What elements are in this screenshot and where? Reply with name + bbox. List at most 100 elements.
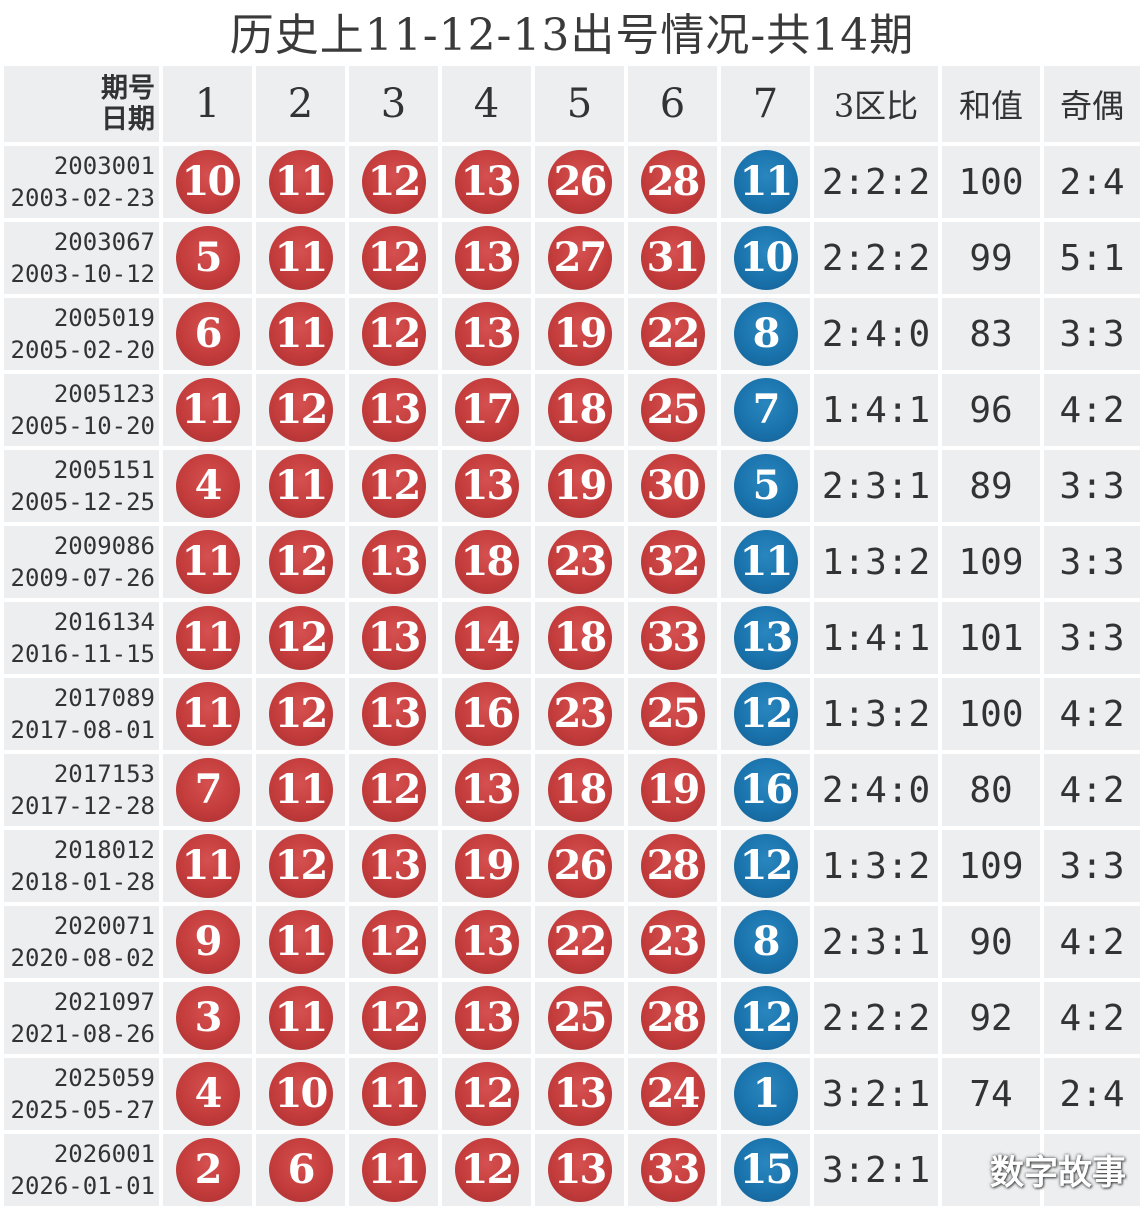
period-number: 2003067 — [53, 228, 155, 256]
sum-cell: 109 — [942, 830, 1040, 902]
zone-ratio-cell: 1:4:1 — [814, 602, 938, 674]
red-ball: 16 — [454, 682, 519, 746]
period-date-header: 期号 日期 — [4, 66, 159, 142]
ball-cell: 30 — [628, 450, 717, 522]
position-header-4: 4 — [442, 66, 531, 142]
table-row: 2003067 2003-10-12 5 11 12 13 27 31 10 2:2:2 99 5:1 — [4, 222, 1140, 294]
red-ball: 13 — [547, 1062, 612, 1126]
ball-cell: 23 — [535, 678, 624, 750]
ball-cell: 16 — [721, 754, 810, 826]
red-ball: 13 — [454, 302, 519, 366]
ball-cell: 6 — [163, 298, 252, 370]
ball-cell: 32 — [628, 526, 717, 598]
zone-ratio-cell: 2:3:1 — [814, 450, 938, 522]
ball-cell: 5 — [163, 222, 252, 294]
page-title: 历史上11-12-13出号情况-共14期 — [229, 10, 915, 61]
sum-cell: 100 — [942, 146, 1040, 218]
red-ball: 11 — [175, 530, 240, 594]
draw-date: 2009-07-26 — [10, 564, 156, 592]
red-ball: 12 — [361, 758, 426, 822]
ball-cell: 28 — [628, 146, 717, 218]
red-ball: 11 — [268, 910, 333, 974]
draw-date: 2025-05-27 — [10, 1096, 156, 1124]
red-ball: 32 — [640, 530, 705, 594]
red-ball: 12 — [454, 1138, 519, 1202]
red-ball: 25 — [640, 682, 705, 746]
ball-cell: 13 — [442, 222, 531, 294]
ball-cell: 3 — [163, 982, 252, 1054]
red-ball: 26 — [547, 150, 612, 214]
ball-cell: 11 — [721, 526, 810, 598]
ball-cell: 12 — [349, 146, 438, 218]
table-row: 2005019 2005-02-20 6 11 12 13 19 22 8 2:4:0 83 3:3 — [4, 298, 1140, 370]
blue-ball: 1 — [733, 1062, 798, 1126]
ball-cell: 27 — [535, 222, 624, 294]
ball-cell: 9 — [163, 906, 252, 978]
draw-date: 2021-08-26 — [10, 1020, 156, 1048]
table-row: 2020071 2020-08-02 9 11 12 13 22 23 8 2:3:1 90 4:2 — [4, 906, 1140, 978]
ball-cell: 13 — [442, 982, 531, 1054]
ball-cell: 22 — [628, 298, 717, 370]
red-ball: 11 — [361, 1062, 426, 1126]
ball-cell: 6 — [256, 1134, 345, 1206]
table-row: 2018012 2018-01-28 11 12 13 19 26 28 12 1:3:2 109 3… — [4, 830, 1140, 902]
header-row: 期号 日期 1 2 3 4 5 6 7 3区比 和值 奇偶 — [4, 66, 1140, 142]
table-row: 2009086 2009-07-26 11 12 13 18 23 32 11 1:3:2 109 3… — [4, 526, 1140, 598]
position-header-5: 5 — [535, 66, 624, 142]
ball-cell: 12 — [442, 1134, 531, 1206]
zone-ratio-cell: 2:4:0 — [814, 754, 938, 826]
zone-ratio-cell: 1:3:2 — [814, 678, 938, 750]
red-ball: 31 — [640, 226, 705, 290]
blue-ball: 11 — [733, 530, 798, 594]
period-date-cell: 2025059 2025-05-27 — [4, 1058, 159, 1130]
red-ball: 18 — [547, 606, 612, 670]
ball-cell: 2 — [163, 1134, 252, 1206]
ball-cell: 12 — [256, 602, 345, 674]
draw-history-table: 期号 日期 1 2 3 4 5 6 7 3区比 和值 奇偶 2003001 200… — [0, 62, 1144, 1210]
red-ball: 13 — [454, 758, 519, 822]
ball-cell: 13 — [721, 602, 810, 674]
blue-ball: 12 — [733, 682, 798, 746]
period-number: 2003001 — [53, 152, 155, 180]
ball-cell: 12 — [349, 298, 438, 370]
zone-ratio-cell: 2:3:1 — [814, 906, 938, 978]
ball-cell: 25 — [628, 374, 717, 446]
ball-cell: 28 — [628, 982, 717, 1054]
red-ball: 11 — [175, 606, 240, 670]
sum-cell: 90 — [942, 906, 1040, 978]
red-ball: 12 — [268, 682, 333, 746]
red-ball: 6 — [175, 302, 240, 366]
zone-ratio-cell: 2:2:2 — [814, 222, 938, 294]
red-ball: 5 — [175, 226, 240, 290]
ball-cell: 11 — [256, 298, 345, 370]
odd-even-cell: 2:4 — [1044, 146, 1140, 218]
zone-ratio-cell: 1:4:1 — [814, 374, 938, 446]
table-row: 2005151 2005-12-25 4 11 12 13 19 30 5 2:3:1 89 3:3 — [4, 450, 1140, 522]
red-ball: 11 — [268, 454, 333, 518]
red-ball: 22 — [547, 910, 612, 974]
red-ball: 7 — [175, 758, 240, 822]
table-row: 2025059 2025-05-27 4 10 11 12 13 24 1 3:2:1 74 2:4 — [4, 1058, 1140, 1130]
ball-cell: 11 — [256, 146, 345, 218]
ball-cell: 7 — [721, 374, 810, 446]
red-ball: 6 — [268, 1138, 333, 1202]
position-header-3: 3 — [349, 66, 438, 142]
odd-even-cell: 4:2 — [1044, 906, 1140, 978]
ball-cell: 11 — [256, 450, 345, 522]
ball-cell: 11 — [163, 374, 252, 446]
position-header-2: 2 — [256, 66, 345, 142]
sum-cell: 83 — [942, 298, 1040, 370]
draw-date: 2018-01-28 — [10, 868, 156, 896]
odd-even-cell: 4:2 — [1044, 754, 1140, 826]
table-row: 2003001 2003-02-23 10 11 12 13 26 28 11 2:2:2 100 2… — [4, 146, 1140, 218]
sum-cell: 101 — [942, 602, 1040, 674]
ball-cell: 11 — [256, 754, 345, 826]
blue-ball: 15 — [733, 1138, 798, 1202]
sum-cell: 74 — [942, 1058, 1040, 1130]
period-number: 2005019 — [53, 304, 155, 332]
red-ball: 30 — [640, 454, 705, 518]
red-ball: 12 — [361, 226, 426, 290]
period-number: 2017089 — [53, 684, 155, 712]
ball-cell: 5 — [721, 450, 810, 522]
red-ball: 25 — [547, 986, 612, 1050]
